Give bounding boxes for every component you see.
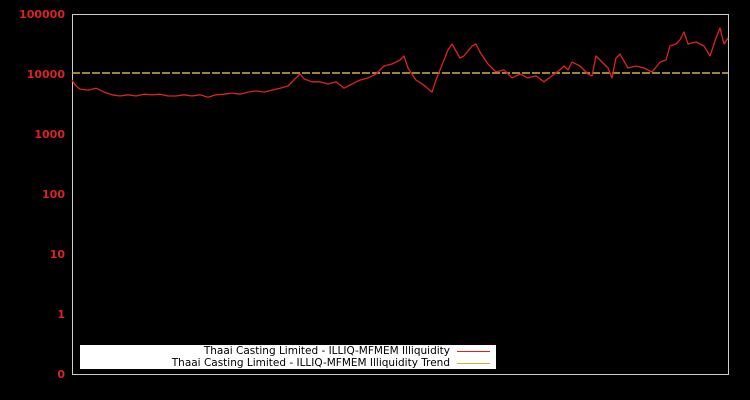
y-tick-label: 100	[42, 188, 65, 201]
legend-item-illiquidity: Thaai Casting Limited - ILLIQ-MFMEM Illi…	[204, 345, 496, 357]
y-tick-label: 10000	[26, 68, 65, 81]
legend-item-trend: Thaai Casting Limited - ILLIQ-MFMEM Illi…	[172, 357, 496, 369]
legend-label: Thaai Casting Limited - ILLIQ-MFMEM Illi…	[171, 357, 450, 369]
y-tick-label: 100000	[19, 8, 65, 21]
plot-area	[72, 14, 729, 375]
y-tick-label: 10	[49, 248, 65, 261]
legend-label: Thaai Casting Limited - ILLIQ-MFMEM Illi…	[203, 345, 450, 357]
y-tick-label: 0	[57, 368, 65, 381]
y-tick-label: 1000	[34, 128, 65, 141]
legend-swatch-red	[457, 350, 490, 352]
legend-swatch-gold	[457, 362, 490, 364]
illiquidity-series-line	[71, 27, 729, 98]
legend: Thaai Casting Limited - ILLIQ-MFMEM Illi…	[80, 345, 496, 369]
y-tick-label: 1	[57, 308, 65, 321]
